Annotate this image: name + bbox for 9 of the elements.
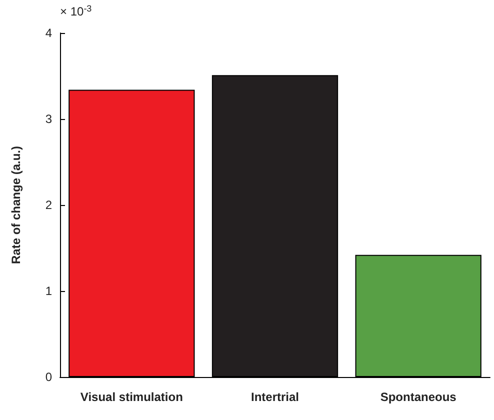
y-tick-label: 3 xyxy=(45,112,52,126)
y-tick-label: 2 xyxy=(45,198,52,212)
x-tick-label: Spontaneous xyxy=(380,390,457,404)
y-axis-title: Rate of change (a.u.) xyxy=(9,146,23,264)
x-tick-label: Intertrial xyxy=(250,390,300,404)
y-tick-label: 0 xyxy=(45,370,52,384)
y-tick-label: 1 xyxy=(45,284,52,298)
x-tick-label: Visual stimulation xyxy=(80,390,183,404)
y-tick-label: 4 xyxy=(45,26,52,40)
